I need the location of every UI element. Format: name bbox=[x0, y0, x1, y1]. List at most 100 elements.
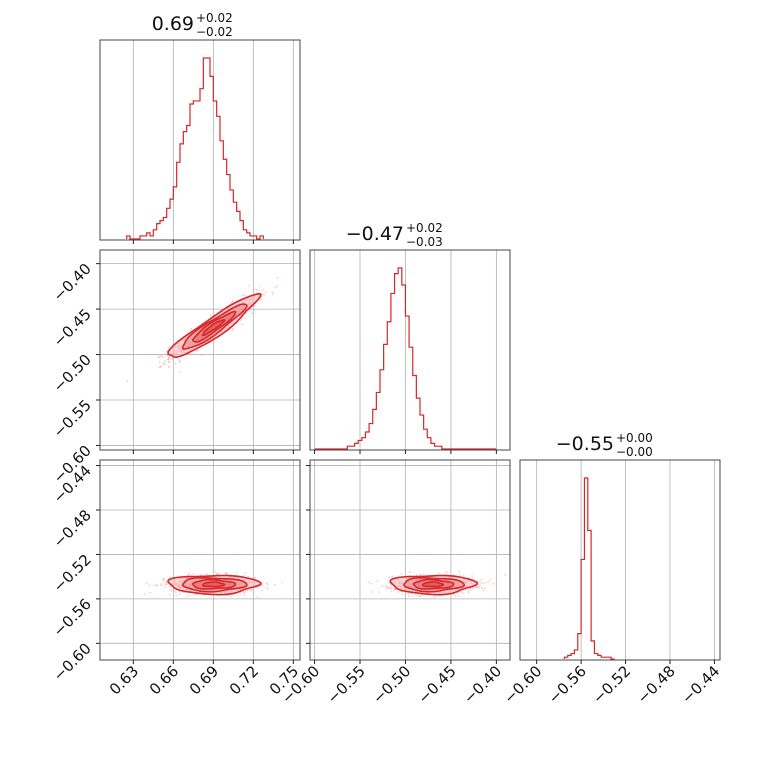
scatter-point bbox=[166, 350, 168, 353]
scatter-point bbox=[161, 356, 164, 358]
scatter-point bbox=[467, 591, 470, 594]
scatter-point bbox=[241, 323, 244, 326]
scatter-point bbox=[235, 572, 238, 574]
scatter-point bbox=[390, 590, 393, 593]
x-tick-label: −0.50 bbox=[369, 662, 414, 707]
panel-title-minus: −0.02 bbox=[196, 25, 233, 39]
scatter-point bbox=[167, 346, 170, 349]
scatter-point bbox=[264, 291, 267, 294]
scatter-point bbox=[478, 585, 481, 587]
scatter-point bbox=[212, 341, 215, 344]
scatter-point bbox=[484, 582, 486, 584]
marginal-p2-panel: −0.47 +0.02−0.03 bbox=[309, 221, 511, 454]
scatter-point bbox=[190, 327, 193, 330]
scatter-point bbox=[454, 595, 457, 597]
scatter-point bbox=[170, 358, 173, 360]
y-tick-label: −0.48 bbox=[50, 506, 95, 551]
scatter-point bbox=[216, 572, 219, 575]
scatter-point bbox=[172, 359, 175, 361]
scatter-point bbox=[162, 579, 165, 581]
scatter-point bbox=[476, 586, 479, 588]
scatter-point bbox=[232, 327, 235, 330]
scatter-point bbox=[400, 572, 403, 575]
scatter-point bbox=[370, 582, 372, 585]
scatter-point bbox=[169, 594, 171, 596]
scatter-point bbox=[480, 586, 483, 589]
scatter-point bbox=[189, 574, 192, 576]
scatter-point bbox=[187, 572, 190, 575]
scatter-point bbox=[170, 588, 173, 591]
panel-title-plus: +0.02 bbox=[196, 11, 233, 25]
scatter-point bbox=[251, 589, 254, 591]
scatter-point bbox=[197, 349, 200, 352]
joint-p1-p2-wrap: −0.40−0.45−0.50−0.55−0.60 bbox=[50, 249, 301, 487]
scatter-point bbox=[192, 573, 195, 575]
scatter-point bbox=[247, 575, 250, 578]
scatter-point bbox=[155, 584, 158, 586]
scatter-point bbox=[149, 591, 152, 594]
scatter-point bbox=[249, 590, 252, 592]
scatter-point bbox=[241, 294, 244, 297]
histogram-step-line bbox=[314, 267, 497, 450]
x-tick-label: 0.66 bbox=[146, 662, 182, 698]
scatter-point bbox=[262, 289, 265, 291]
scatter-point bbox=[481, 582, 483, 585]
scatter-point bbox=[458, 570, 461, 573]
scatter-point bbox=[462, 574, 465, 577]
scatter-point bbox=[173, 590, 176, 593]
scatter-point bbox=[391, 575, 394, 578]
scatter-point bbox=[175, 594, 178, 597]
scatter-point bbox=[158, 361, 161, 364]
scatter-point bbox=[199, 573, 202, 576]
scatter-point bbox=[163, 363, 166, 366]
scatter-point bbox=[261, 293, 264, 295]
scatter-point bbox=[478, 586, 481, 589]
scatter-point bbox=[256, 596, 259, 599]
scatter-point bbox=[272, 293, 274, 296]
x-tick-label: 0.63 bbox=[106, 662, 142, 698]
scatter-point bbox=[164, 580, 167, 583]
scatter-point bbox=[419, 573, 421, 576]
scatter-point bbox=[230, 302, 233, 304]
scatter-point bbox=[459, 573, 461, 576]
scatter-point bbox=[247, 284, 250, 287]
scatter-point bbox=[407, 592, 410, 595]
scatter-point bbox=[274, 286, 277, 289]
scatter-point bbox=[187, 574, 190, 577]
scatter-point bbox=[483, 587, 486, 590]
y-tick-label: −0.52 bbox=[50, 551, 95, 596]
scatter-point bbox=[263, 294, 266, 296]
panel-title-plus: +0.02 bbox=[406, 221, 443, 235]
scatter-point bbox=[158, 356, 160, 359]
scatter-point bbox=[167, 366, 170, 368]
marginal-p3-panel: −0.55 +0.00−0.00 −0.60 −0.56 −0.52 −0.48 −0.44 bbox=[500, 431, 723, 707]
scatter-point bbox=[178, 593, 181, 596]
scatter-point bbox=[172, 589, 175, 591]
scatter-point bbox=[479, 580, 481, 583]
panel-title-minus: −0.03 bbox=[406, 235, 443, 249]
scatter-point bbox=[164, 586, 166, 588]
scatter-point bbox=[378, 591, 380, 594]
scatter-point bbox=[416, 594, 419, 597]
panel-frame bbox=[99, 39, 301, 241]
scatter-point bbox=[482, 589, 485, 592]
scatter-point bbox=[385, 587, 388, 589]
scatter-point bbox=[179, 370, 182, 373]
scatter-point bbox=[492, 582, 495, 585]
scatter-point bbox=[168, 576, 171, 579]
scatter-point bbox=[256, 289, 258, 291]
joint-p1-p2-panel bbox=[126, 277, 279, 382]
scatter-point bbox=[162, 361, 165, 364]
scatter-point bbox=[229, 595, 232, 598]
scatter-point bbox=[258, 285, 261, 288]
scatter-point bbox=[187, 595, 190, 598]
x-tick-label: −0.52 bbox=[589, 662, 634, 707]
scatter-point bbox=[468, 588, 470, 590]
scatter-point bbox=[168, 356, 170, 359]
panel-title-value: −0.55 bbox=[556, 433, 614, 455]
plot-area bbox=[143, 570, 283, 599]
y-tick-label: −0.55 bbox=[50, 396, 95, 441]
x-tick-label: −0.48 bbox=[634, 662, 679, 707]
scatter-point bbox=[192, 353, 195, 355]
scatter-point bbox=[143, 592, 146, 595]
